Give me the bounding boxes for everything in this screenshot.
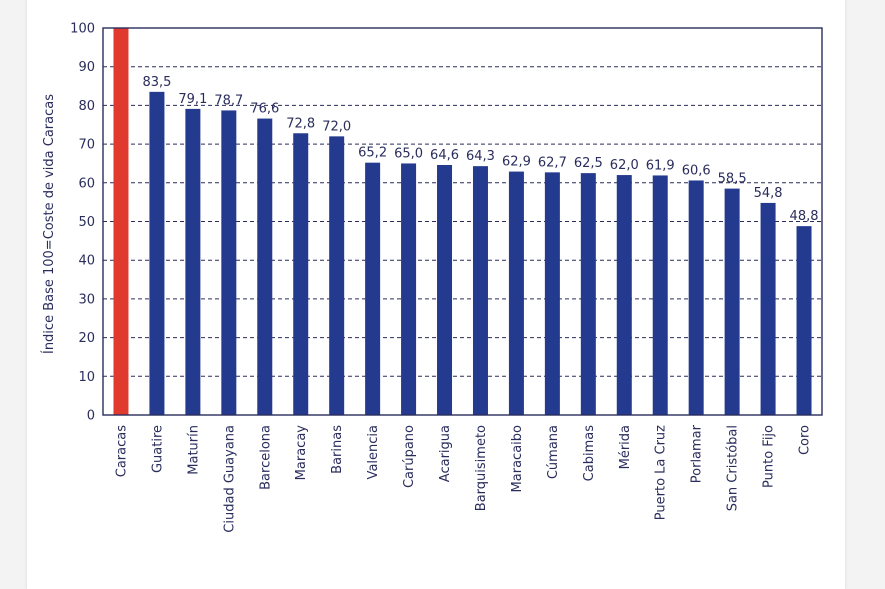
bar-san-cristóbal	[724, 188, 740, 415]
bars	[113, 28, 812, 416]
category-label: Mérida	[618, 425, 633, 469]
category-label: Coro	[798, 425, 813, 455]
y-axis-label: Índice Base 100=Coste de vida Caracas	[41, 94, 57, 354]
bar-valencia	[365, 162, 381, 415]
category-label: Barquisimeto	[474, 425, 489, 511]
y-tick-label: 50	[78, 215, 95, 230]
y-tick-label: 90	[78, 60, 95, 75]
bar-acarigua	[437, 164, 453, 415]
category-label: Barinas	[330, 425, 345, 474]
bar-barcelona	[257, 118, 273, 416]
gridlines	[103, 66, 822, 377]
bar-porlamar	[688, 180, 704, 415]
category-label: Maracaibo	[510, 425, 525, 492]
category-label: Maracay	[294, 425, 309, 481]
data-label: 58,5	[718, 172, 747, 187]
y-tick-label: 0	[87, 409, 95, 424]
category-label: Guatire	[150, 425, 165, 473]
category-label: Cabimas	[582, 425, 597, 482]
y-tick-label: 10	[78, 370, 95, 385]
data-label: 76,6	[250, 102, 279, 117]
category-label: Ciudad Guayana	[222, 425, 237, 533]
category-label: Acarigua	[438, 425, 453, 482]
y-tick-label: 100	[70, 22, 95, 37]
chart-panel: 0 10 20 30 40 50 60 70 80 90 100 83,5 79,1 78,7 76,6 7…	[27, 0, 845, 589]
bar-puerto-la-cruz	[652, 175, 668, 415]
category-label: Valencia	[366, 425, 381, 479]
bar-maracay	[293, 133, 309, 415]
y-tick-label: 70	[78, 138, 95, 153]
category-label: Carúpano	[402, 425, 417, 488]
y-tick-label: 30	[78, 292, 95, 307]
data-label: 60,6	[682, 163, 711, 178]
data-label: 83,5	[142, 75, 171, 90]
bar-mérida	[616, 175, 632, 415]
data-label: 54,8	[754, 186, 783, 201]
y-tick-label: 40	[78, 254, 95, 269]
bar-chart: 0 10 20 30 40 50 60 70 80 90 100 83,5 79,1 78,7 76,6 7…	[41, 22, 823, 533]
data-label: 62,5	[574, 156, 603, 171]
data-label: 65,0	[394, 146, 423, 161]
y-tick-label: 20	[78, 331, 95, 346]
category-label: Barcelona	[258, 425, 273, 490]
category-label: San Cristóbal	[726, 425, 741, 511]
bar-cúmana	[544, 172, 560, 415]
data-label: 62,0	[610, 158, 639, 173]
category-label: Caracas	[114, 425, 129, 477]
bar-maracaibo	[508, 171, 524, 415]
data-label: 64,3	[466, 149, 495, 164]
category-label: Punto Fijo	[762, 425, 777, 488]
category-label: Puerto La Cruz	[654, 425, 669, 520]
axes	[102, 27, 823, 416]
data-label: 79,1	[178, 92, 207, 107]
bar-coro	[796, 226, 812, 415]
bar-caracas	[113, 28, 129, 415]
plot-frame	[102, 27, 823, 416]
bar-barinas	[329, 136, 345, 416]
data-labels: 83,5 79,1 78,7 76,6 72,8 72,0 65,2 65,0 64,6 64,3…	[142, 75, 818, 224]
y-tick-labels: 0 10 20 30 40 50 60 70 80 90 100	[70, 22, 95, 424]
bar-maturín	[185, 108, 201, 416]
data-label: 64,6	[430, 148, 459, 163]
y-tick-label: 80	[78, 99, 95, 114]
category-label: Cúmana	[546, 425, 561, 479]
data-label: 72,8	[286, 116, 315, 131]
bar-carúpano	[401, 163, 417, 415]
data-label: 62,9	[502, 155, 531, 170]
data-label: 61,9	[646, 158, 675, 173]
y-tick-label: 60	[78, 176, 95, 191]
data-label: 48,8	[790, 209, 819, 224]
data-label: 72,0	[322, 119, 351, 134]
bar-ciudad-guayana	[221, 110, 237, 415]
category-label: Maturín	[186, 425, 201, 475]
bar-cabimas	[580, 173, 596, 415]
bar-guatire	[149, 91, 165, 415]
data-label: 65,2	[358, 146, 387, 161]
bar-barquisimeto	[472, 166, 488, 415]
data-label: 62,7	[538, 155, 567, 170]
data-label: 78,7	[214, 93, 243, 108]
category-labels: Caracas Guatire Maturín Ciudad Guayana Barce…	[114, 424, 812, 532]
category-label: Porlamar	[690, 424, 705, 483]
bar-punto-fijo	[760, 202, 776, 415]
